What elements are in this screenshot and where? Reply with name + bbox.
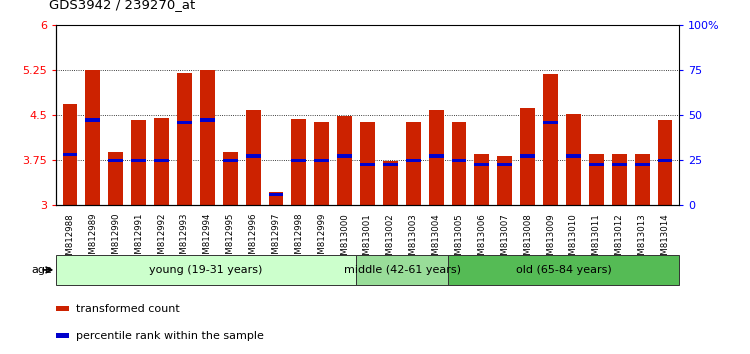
Bar [429, 110, 443, 205]
Bar [589, 154, 604, 205]
Bar [292, 159, 306, 162]
Bar [246, 110, 260, 205]
Bar [658, 159, 673, 162]
Bar [223, 152, 238, 205]
Bar [520, 108, 536, 205]
Bar [658, 120, 673, 205]
Bar [543, 121, 558, 124]
Bar [634, 163, 650, 166]
Bar [56, 255, 356, 285]
Text: old (65-84 years): old (65-84 years) [515, 265, 611, 275]
Bar [108, 152, 123, 205]
Bar [154, 118, 169, 205]
Bar [338, 154, 352, 158]
Bar [246, 154, 260, 158]
Bar [200, 70, 214, 205]
Bar [429, 154, 443, 158]
Bar [383, 163, 398, 166]
Bar [314, 159, 329, 162]
Text: middle (42-61 years): middle (42-61 years) [344, 265, 460, 275]
Text: transformed count: transformed count [76, 304, 180, 314]
Bar [177, 121, 192, 124]
Bar [154, 159, 169, 162]
Text: percentile rank within the sample: percentile rank within the sample [76, 331, 264, 341]
Bar [452, 159, 466, 162]
Bar [448, 255, 679, 285]
Bar [475, 163, 489, 166]
Bar [62, 104, 77, 205]
Bar [612, 163, 627, 166]
Bar [360, 122, 375, 205]
Bar [86, 70, 100, 205]
Bar [383, 161, 398, 205]
Bar [356, 255, 448, 285]
Bar [452, 122, 466, 205]
Bar [520, 154, 536, 158]
Text: young (19-31 years): young (19-31 years) [149, 265, 262, 275]
Bar [131, 120, 146, 205]
Bar [566, 114, 581, 205]
Bar [612, 154, 627, 205]
Bar [497, 163, 512, 166]
Bar [268, 193, 284, 196]
Bar [268, 192, 284, 205]
Bar [338, 116, 352, 205]
Bar [200, 118, 214, 121]
Bar [314, 122, 329, 205]
Bar [634, 154, 650, 205]
Bar [56, 306, 69, 311]
Bar [223, 159, 238, 162]
Bar [292, 119, 306, 205]
Bar [406, 159, 421, 162]
Bar [543, 74, 558, 205]
Bar [131, 159, 146, 162]
Bar [177, 73, 192, 205]
Text: GDS3942 / 239270_at: GDS3942 / 239270_at [49, 0, 195, 11]
Bar [589, 163, 604, 166]
Bar [360, 163, 375, 166]
Bar [56, 333, 69, 338]
Bar [497, 156, 512, 205]
Bar [406, 122, 421, 205]
Bar [62, 153, 77, 156]
Bar [86, 118, 100, 121]
Bar [475, 154, 489, 205]
Bar [108, 159, 123, 162]
Bar [566, 154, 581, 158]
Text: age: age [32, 265, 53, 275]
